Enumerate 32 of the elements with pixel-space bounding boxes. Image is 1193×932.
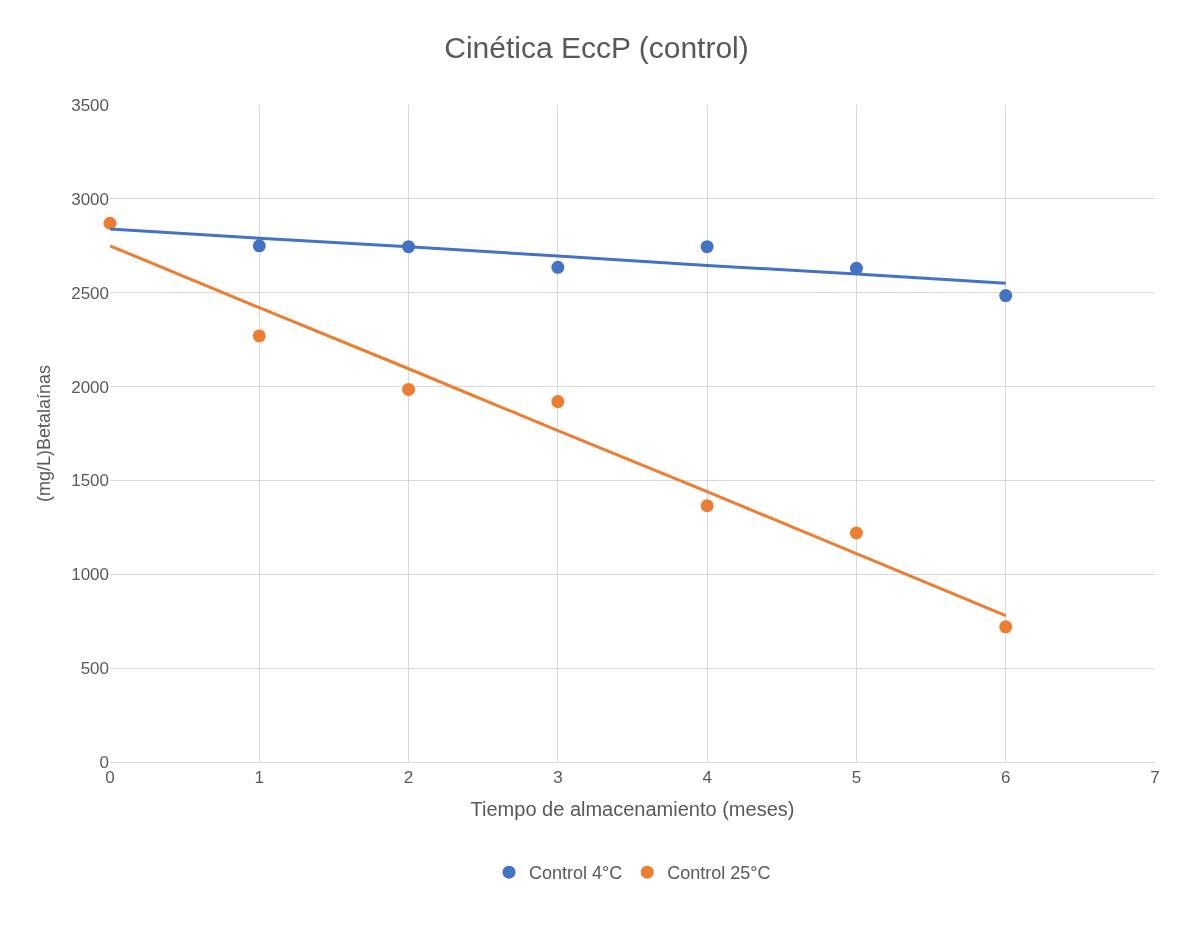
point: [849, 526, 863, 540]
x-tick-label: 6: [1000, 768, 1011, 788]
y-tick-label: 0: [99, 752, 109, 772]
point: [700, 499, 714, 513]
y-tick-label: 2000: [71, 377, 109, 397]
x-tick-label: 7: [1150, 768, 1160, 788]
x-tick-label: 3: [553, 768, 563, 788]
point: [402, 382, 416, 396]
point: [551, 395, 565, 409]
point: [999, 620, 1013, 634]
y-tick-label: 1000: [71, 565, 109, 585]
y-axis-title: (mg/L)Betalaínas: [34, 364, 55, 503]
point: [103, 216, 117, 230]
y-tick-label: 3000: [71, 189, 109, 209]
x-tick-label: 5: [851, 768, 862, 788]
x-axis-title: Tiempo de almacenamiento (meses): [470, 797, 795, 820]
y-tick-label: 2500: [71, 283, 109, 303]
x-tick-label: 4: [702, 768, 712, 788]
point: [551, 260, 565, 274]
point: [700, 240, 714, 254]
x-tick-label: 1: [254, 768, 265, 788]
line-series: [110, 244, 1008, 618]
chart-title: Cinética EccP (control): [444, 31, 749, 65]
y-tick-label: 500: [80, 659, 109, 679]
x-tick-label: 2: [403, 768, 414, 788]
point: [252, 239, 266, 253]
legend-label: Control 25°C: [667, 863, 771, 884]
legend-label: Control 4°C: [529, 863, 623, 884]
point: [252, 329, 266, 343]
y-tick-label: 1500: [71, 471, 109, 491]
point: [999, 289, 1013, 303]
y-tick-label: 3500: [71, 95, 109, 115]
